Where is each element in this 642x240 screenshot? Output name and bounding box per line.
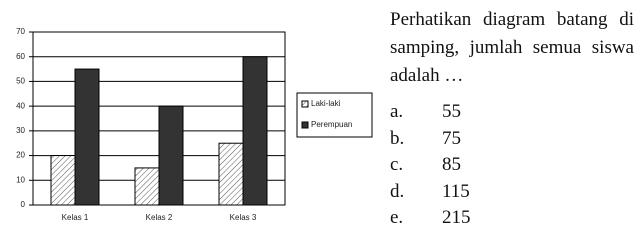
page: 0 10 20 30 40 50 60 70 Kelas 1 Kelas 2 Kelas 3 Laki… [16, 9, 634, 232]
option-text: 115 [442, 180, 470, 202]
legend-swatch [301, 100, 309, 108]
chart: 0 10 20 30 40 50 60 70 Kelas 1 Kelas 2 Kelas 3 Laki… [16, 27, 373, 222]
bar [242, 56, 268, 206]
x-tick-label: Kelas 1 [62, 213, 89, 222]
bar [158, 105, 184, 206]
legend-label: Laki-laki [311, 99, 341, 108]
options: a. 55 b. 75 c. 85 d. 115 e. 215 [390, 99, 471, 232]
option-letter: b. [390, 127, 405, 149]
y-tick-label: 20 [16, 151, 25, 160]
option: b. 75 [390, 126, 471, 153]
y-tick-label: 50 [16, 77, 25, 86]
option-letter: a. [390, 101, 404, 122]
option: a. 55 [390, 99, 471, 126]
bar [74, 68, 100, 206]
option: c. 85 [390, 152, 471, 179]
option-text: 215 [442, 207, 471, 228]
x-tick-label: Kelas 3 [230, 213, 257, 222]
option-text: 55 [442, 101, 461, 122]
y-tick-label: 0 [21, 200, 26, 209]
x-tick-label: Kelas 2 [146, 213, 173, 222]
option-letter: e. [390, 207, 404, 228]
bar [134, 167, 160, 206]
bar [50, 155, 76, 206]
legend-label: Perempuan [311, 120, 352, 129]
option: d. 115 [390, 179, 471, 206]
option-text: 85 [442, 154, 461, 175]
question-text: Perhatikan diagram batang di samping, ju… [390, 9, 634, 86]
y-tick-label: 60 [16, 52, 25, 61]
bar [218, 142, 244, 206]
option: e. 215 [390, 205, 471, 232]
legend-swatch [301, 121, 309, 129]
y-tick-label: 30 [16, 126, 25, 135]
y-tick-label: 70 [16, 27, 25, 36]
option-letter: c. [390, 154, 404, 175]
option-text: 75 [442, 127, 461, 149]
option-letter: d. [390, 180, 405, 202]
legend-box [296, 92, 373, 138]
y-tick-label: 10 [16, 175, 25, 184]
y-tick-label: 40 [16, 101, 25, 110]
